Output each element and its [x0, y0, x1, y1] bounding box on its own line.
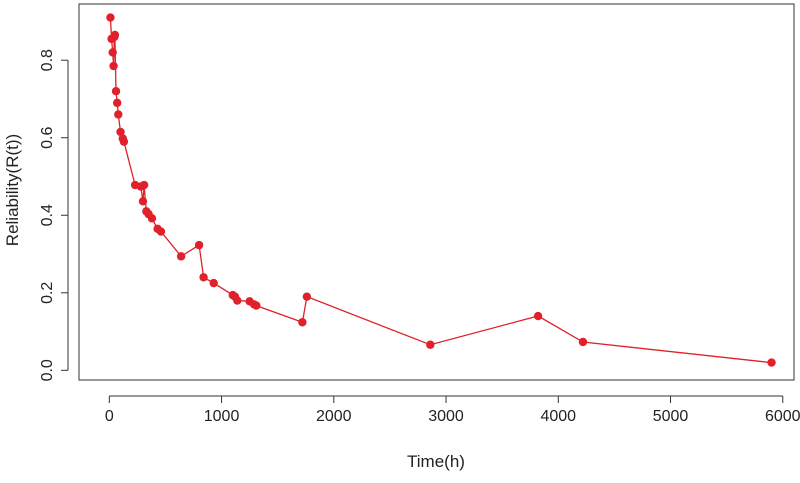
x-tick-label: 6000: [765, 408, 800, 425]
x-axis: 0 1000 2000 3000 4000 5000 6000: [105, 395, 800, 425]
y-axis-label: Reliability(R(t)): [3, 134, 22, 246]
data-point: [106, 13, 115, 22]
y-tick-label: 0.2: [39, 282, 56, 304]
y-axis: 0.0 0.2 0.4 0.6 0.8: [39, 49, 69, 381]
data-point: [119, 137, 129, 146]
data-point: [194, 240, 204, 250]
data-point: [252, 301, 261, 310]
data-point: [302, 292, 312, 301]
data-point: [116, 127, 125, 137]
data-point: [298, 318, 307, 327]
series-line: [109, 17, 772, 364]
data-point: [233, 296, 242, 305]
y-tick-label: 0.0: [39, 359, 56, 381]
plot-frame: [78, 3, 795, 381]
data-point: [109, 61, 118, 71]
x-tick-label: 5000: [653, 408, 689, 425]
data-point: [578, 337, 588, 347]
x-tick-label: 0: [105, 408, 114, 425]
x-axis-label: Time(h): [407, 452, 465, 471]
data-point: [147, 214, 157, 223]
y-tick-label: 0.4: [39, 204, 56, 226]
data-point: [533, 311, 543, 321]
data-point: [156, 227, 166, 236]
data-point: [426, 340, 435, 349]
data-point: [199, 273, 208, 282]
x-tick-label: 4000: [540, 408, 576, 425]
data-point: [108, 48, 117, 57]
y-tick-label: 0.8: [39, 49, 56, 71]
data-point: [209, 278, 218, 288]
data-point: [111, 87, 121, 96]
data-point: [112, 98, 122, 108]
x-tick-label: 1000: [204, 408, 240, 425]
series-layer: [106, 13, 776, 367]
data-point: [767, 358, 776, 367]
data-point: [138, 197, 148, 206]
x-tick-label: 3000: [428, 408, 464, 425]
data-point: [110, 30, 120, 40]
data-point: [114, 110, 123, 119]
data-point: [176, 252, 186, 261]
y-tick-label: 0.6: [39, 127, 56, 149]
data-point: [139, 180, 149, 190]
x-tick-label: 2000: [316, 408, 352, 425]
